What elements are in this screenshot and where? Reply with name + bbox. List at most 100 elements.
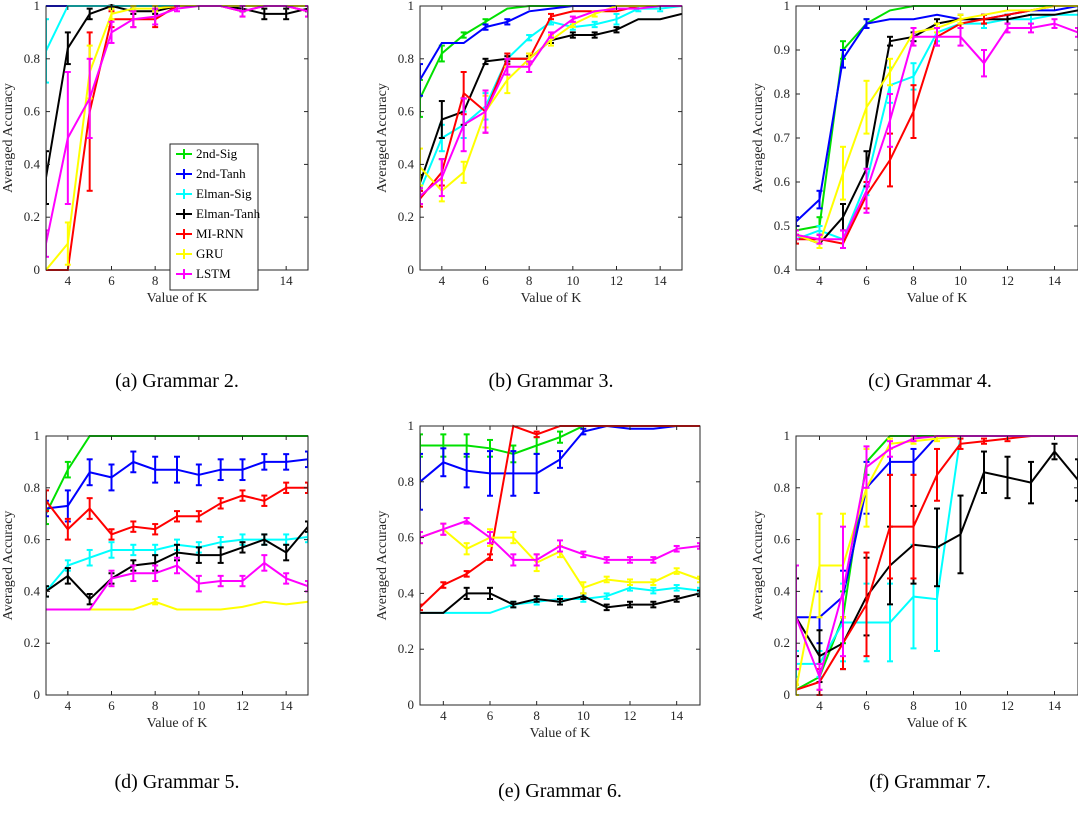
error-bar — [420, 531, 423, 545]
error-bar — [1051, 18, 1058, 29]
error-bar — [217, 458, 224, 482]
plot-area — [796, 435, 1078, 696]
x-tick-label: 4 — [65, 698, 72, 713]
error-bar — [863, 551, 870, 658]
y-tick-label: 0.8 — [774, 480, 790, 495]
panel-caption: (b) Grammar 3. — [489, 370, 614, 392]
error-bar — [1028, 460, 1034, 505]
error-bar — [174, 455, 180, 484]
error-bar — [526, 34, 533, 42]
error-bar — [580, 581, 587, 595]
error-bar — [934, 27, 940, 47]
error-bar — [86, 548, 93, 567]
error-bar — [613, 12, 620, 26]
y-tick-label: 0.2 — [398, 641, 414, 656]
panel-5: 4 6 8 10 12 14 0 0.2 0.4 0.6 0.8 1 Value of K Average… — [375, 418, 701, 802]
y-tick-label: 0 — [34, 262, 41, 277]
error-bar — [591, 20, 598, 29]
error-bar — [887, 57, 893, 87]
error-bar — [482, 57, 489, 66]
plot-area — [420, 5, 682, 208]
error-bar — [46, 150, 49, 205]
x-tick-label: 14 — [670, 708, 684, 723]
x-tick-label: 14 — [1048, 273, 1062, 288]
error-bar — [910, 27, 917, 47]
error-bar — [46, 489, 49, 513]
error-bar — [195, 574, 202, 593]
error-bar — [840, 203, 846, 232]
x-tick-label: 10 — [566, 273, 579, 288]
error-bar — [64, 567, 71, 585]
error-bar — [487, 531, 493, 545]
y-tick-label: 0.5 — [774, 218, 790, 233]
legend-item-lstm: LSTM — [176, 266, 231, 281]
legend-item-mi-rnn: MI-RNN — [176, 226, 244, 241]
error-bar — [796, 229, 799, 241]
error-bar — [840, 49, 846, 69]
error-bar — [650, 556, 657, 564]
error-bar — [840, 145, 846, 201]
error-bar — [440, 447, 447, 478]
x-tick-label: 6 — [487, 708, 494, 723]
error-bar — [650, 578, 657, 587]
error-bar — [591, 31, 598, 39]
error-bar — [957, 494, 964, 575]
error-bar — [627, 556, 633, 564]
error-bar — [305, 481, 308, 494]
error-bar — [305, 450, 308, 469]
series-line-elman-sig — [796, 13, 1078, 241]
y-tick-label: 0.2 — [24, 209, 40, 224]
error-bar — [1028, 22, 1034, 34]
error-bar — [887, 93, 893, 148]
error-bar — [673, 544, 680, 553]
error-bar — [548, 31, 554, 39]
x-tick-label: 14 — [1048, 698, 1062, 713]
x-tick-label: 8 — [533, 708, 540, 723]
error-bar — [152, 598, 159, 606]
error-bar — [463, 452, 470, 489]
error-bar — [487, 553, 493, 561]
y-tick-label: 0.8 — [24, 51, 40, 66]
error-bar — [217, 574, 224, 588]
error-bar — [130, 564, 137, 583]
x-axis-label: Value of K — [907, 716, 968, 731]
error-bar — [463, 542, 470, 556]
panel-caption: (f) Grammar 7. — [869, 771, 991, 793]
x-axis-label: Value of K — [907, 291, 968, 306]
legend-label: LSTM — [196, 266, 231, 281]
error-bar — [569, 15, 576, 23]
y-tick-label: 0.2 — [24, 635, 40, 650]
error-bar — [239, 541, 246, 554]
error-bar — [863, 18, 870, 29]
y-tick-label: 0.4 — [398, 156, 415, 171]
error-bar — [463, 517, 470, 525]
panel-caption: (d) Grammar 5. — [115, 771, 240, 793]
y-axis-label: Averaged Accuracy — [375, 83, 390, 193]
error-bar — [548, 12, 554, 21]
x-axis-label: Value of K — [147, 716, 208, 731]
x-tick-label: 4 — [816, 273, 823, 288]
error-bar — [1004, 455, 1011, 500]
error-bar — [108, 463, 115, 492]
error-bar — [130, 543, 137, 557]
y-tick-label: 0.6 — [398, 530, 415, 545]
y-tick-label: 0.2 — [774, 635, 790, 650]
error-bar — [217, 546, 224, 564]
y-axis-label: Averaged Accuracy — [1, 511, 16, 621]
error-bar — [697, 542, 700, 550]
x-tick-label: 6 — [108, 273, 115, 288]
error-bar — [108, 20, 115, 44]
y-tick-label: 0 — [408, 262, 415, 277]
error-bar — [460, 31, 467, 39]
error-bar — [934, 447, 940, 502]
legend-label: GRU — [196, 246, 224, 261]
error-bar — [1004, 22, 1011, 34]
error-bar — [504, 18, 511, 26]
y-tick-label: 0.4 — [398, 585, 415, 600]
error-bar — [697, 589, 700, 598]
error-bar — [174, 510, 180, 523]
y-tick-label: 0.4 — [774, 262, 791, 277]
error-bar — [283, 572, 290, 585]
error-bar — [261, 7, 268, 21]
